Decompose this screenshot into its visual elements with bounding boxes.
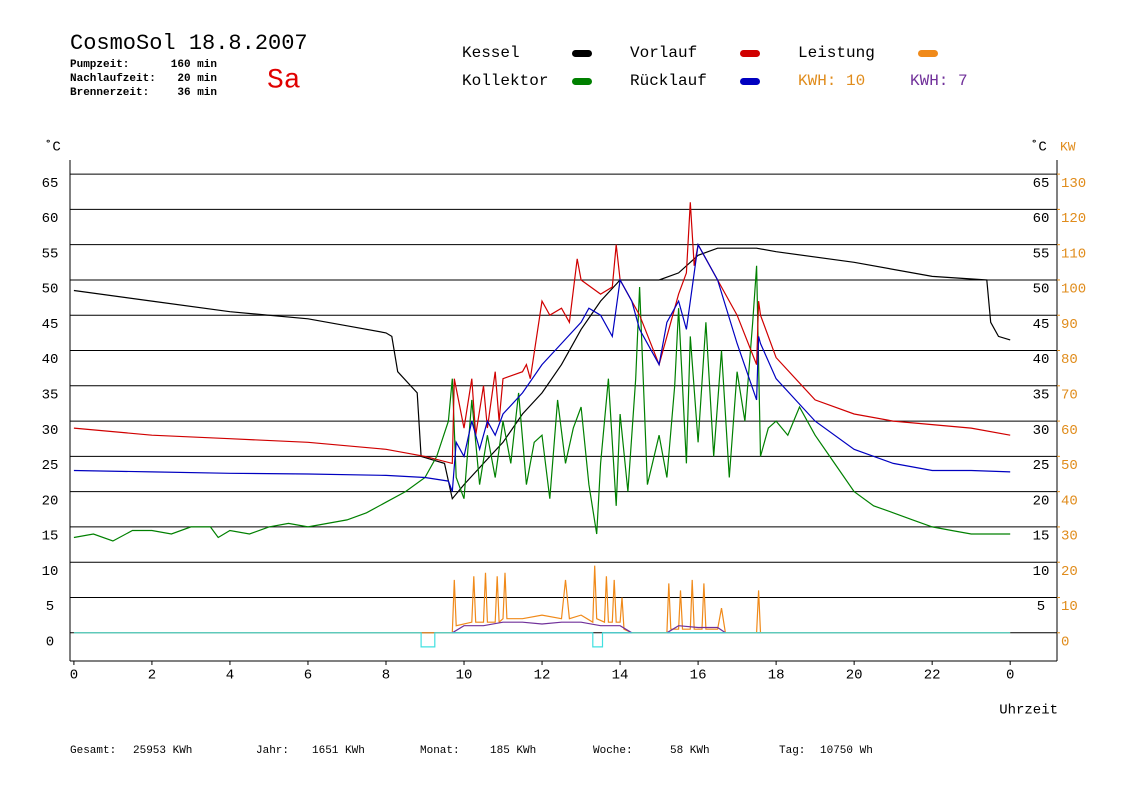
x-tick-label: 22 [924, 668, 941, 684]
x-tick-label: 16 [690, 668, 707, 684]
kwh-label: KWH: 7 [910, 72, 968, 90]
y2-tick-label: 0 [1061, 634, 1069, 650]
x-tick-label: 10 [456, 668, 473, 684]
legend-swatch [572, 50, 592, 57]
series-line [73, 247, 1011, 501]
y-tick-label: 40 [42, 352, 59, 368]
y-unit: ˚C [44, 140, 61, 156]
y-tick-label-right: 55 [1033, 246, 1050, 262]
legend-label: Rücklauf [630, 72, 707, 90]
legend-swatch [572, 78, 592, 85]
y2-tick-label: 10 [1061, 599, 1078, 615]
x-tick-label: 4 [226, 668, 234, 684]
series-line [73, 265, 1011, 542]
legend-label: Kessel [462, 44, 520, 62]
x-tick-label: 8 [382, 668, 390, 684]
y-tick-label: 5 [46, 599, 54, 615]
y-tick-label: 45 [42, 317, 59, 333]
y-tick-label-right: 45 [1033, 317, 1050, 333]
y2-tick-label: 50 [1061, 458, 1078, 474]
x-tick-label: 20 [846, 668, 863, 684]
x-tick-label: 18 [768, 668, 785, 684]
y-tick-label-right: 30 [1033, 423, 1050, 439]
y-tick-label-right: 25 [1033, 458, 1050, 474]
y-tick-label: 10 [42, 564, 59, 580]
y2-tick-label: 70 [1061, 388, 1078, 404]
legend-label: Leistung [798, 44, 875, 62]
y-tick-label: 50 [42, 282, 59, 298]
x-tick-label: 6 [304, 668, 312, 684]
total-value: 58 KWh [670, 745, 710, 757]
y2-tick-label: 100 [1061, 282, 1086, 298]
y-tick-label: 15 [42, 529, 59, 545]
y-tick-label-right: 10 [1033, 564, 1050, 580]
series-line [73, 632, 1011, 648]
info-label: Brennerzeit: [70, 87, 149, 99]
legend-swatch [918, 50, 938, 57]
chart-title: CosmoSol 18.8.2007 [70, 31, 308, 56]
total-label: Woche: [593, 745, 633, 757]
series-line [73, 565, 1011, 634]
y-tick-label: 60 [42, 211, 59, 227]
legend-label: Kollektor [462, 72, 548, 90]
x-axis-label: Uhrzeit [999, 703, 1058, 719]
total-value: 1651 KWh [312, 745, 365, 757]
x-tick-label: 0 [1006, 668, 1014, 684]
legend-swatch [740, 78, 760, 85]
y-tick-label-right: 20 [1033, 493, 1050, 509]
kwh-label: KWH: 10 [798, 72, 865, 90]
total-value: 10750 Wh [820, 745, 873, 757]
y2-tick-label: 80 [1061, 352, 1078, 368]
legend-swatch [740, 50, 760, 57]
y-tick-label-right: 65 [1033, 176, 1050, 192]
info-value: 160 min [171, 59, 217, 71]
total-label: Monat: [420, 745, 460, 757]
total-label: Jahr: [256, 745, 289, 757]
total-label: Gesamt: [70, 745, 116, 757]
total-label: Tag: [779, 745, 805, 757]
x-tick-label: 12 [534, 668, 551, 684]
series-line [451, 621, 726, 634]
y-tick-label: 55 [42, 246, 59, 262]
y2-tick-label: 90 [1061, 317, 1078, 333]
x-tick-label: 2 [148, 668, 156, 684]
y2-tick-label: 130 [1061, 176, 1086, 192]
y-tick-label: 0 [46, 634, 54, 650]
y-tick-label-right: 15 [1033, 529, 1050, 545]
y-tick-label: 35 [42, 388, 59, 404]
y-tick-label-right: 40 [1033, 352, 1050, 368]
day-label: Sa [267, 65, 301, 96]
y2-tick-label: 40 [1061, 493, 1078, 509]
total-value: 25953 KWh [133, 745, 192, 757]
x-tick-label: 14 [612, 668, 629, 684]
y2-tick-label: 30 [1061, 529, 1078, 545]
series-line [73, 202, 1011, 465]
y-unit-right: ˚C [1030, 140, 1047, 156]
y2-tick-label: 110 [1061, 246, 1086, 262]
x-tick-label: 0 [70, 668, 78, 684]
y2-tick-label: 20 [1061, 564, 1078, 580]
y-tick-label: 65 [42, 176, 59, 192]
y-tick-label: 25 [42, 458, 59, 474]
y-tick-label: 30 [42, 423, 59, 439]
y2-tick-label: 120 [1061, 211, 1086, 227]
legend-label: Vorlauf [630, 44, 697, 62]
series-line [73, 242, 1011, 492]
total-value: 185 KWh [490, 745, 536, 757]
y-tick-label: 20 [42, 493, 59, 509]
info-label: Nachlaufzeit: [70, 73, 156, 85]
y-tick-label-right: 60 [1033, 211, 1050, 227]
y-tick-label-right: 5 [1037, 599, 1045, 615]
info-label: Pumpzeit: [70, 59, 129, 71]
y2-unit: KW [1060, 139, 1076, 154]
info-value: 20 min [177, 73, 217, 85]
info-value: 36 min [177, 87, 217, 99]
y-tick-label-right: 35 [1033, 388, 1050, 404]
y-tick-label-right: 50 [1033, 282, 1050, 298]
y2-tick-label: 60 [1061, 423, 1078, 439]
